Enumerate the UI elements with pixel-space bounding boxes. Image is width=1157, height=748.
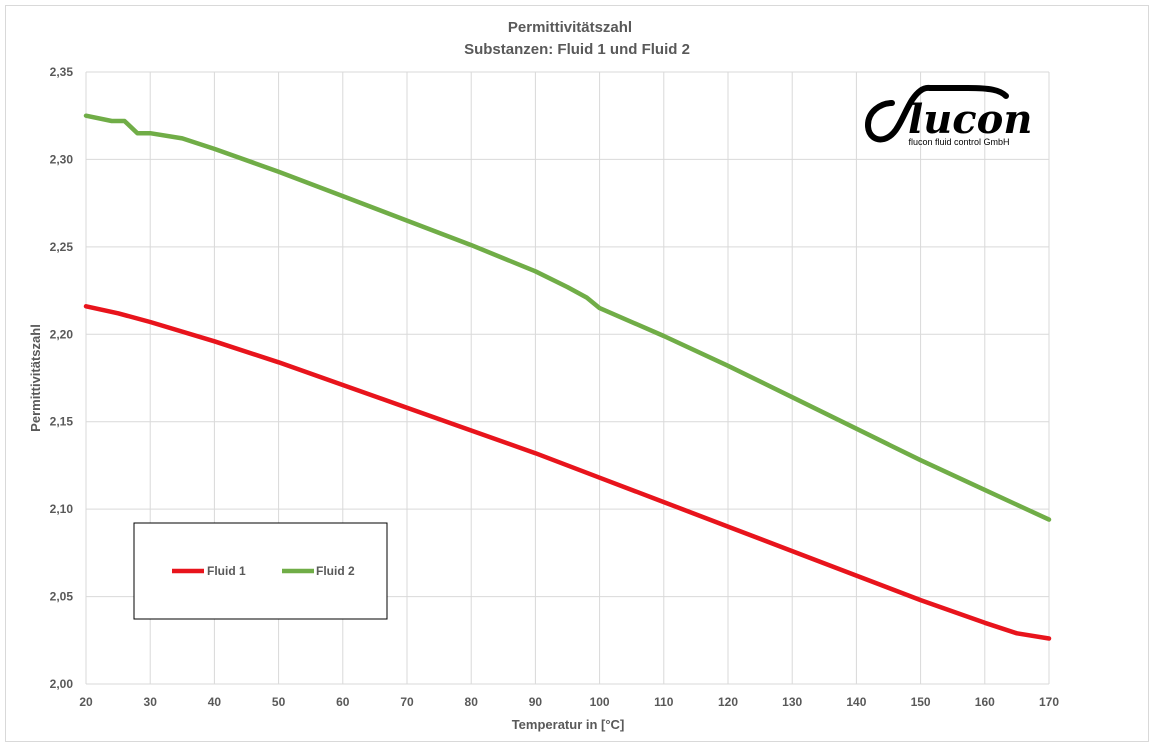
x-tick-label: 90 (529, 695, 543, 709)
x-axis-title: Temperatur in [°C] (512, 717, 625, 732)
y-tick-label: 2,00 (50, 677, 74, 691)
legend-label-fluid-2: Fluid 2 (316, 564, 355, 578)
y-axis-ticks: 2,00 2,05 2,10 2,15 2,20 2,25 2,30 2,35 (50, 65, 74, 691)
x-tick-label: 20 (79, 695, 93, 709)
chart-title: Permittivitätszahl (508, 19, 632, 36)
y-tick-label: 2,35 (50, 65, 74, 79)
grid-lines (85, 71, 1050, 685)
x-tick-label: 110 (654, 695, 674, 709)
x-tick-label: 160 (975, 695, 995, 709)
x-tick-label: 170 (1039, 695, 1059, 709)
logo-wordmark: lucon (908, 96, 1032, 143)
x-axis-ticks: 20 30 40 50 60 70 80 90 100 110 120 130 140 150 160 170 (79, 695, 1059, 709)
legend-label-fluid-1: Fluid 1 (207, 564, 246, 578)
y-tick-label: 2,10 (50, 502, 74, 516)
y-tick-label: 2,25 (50, 240, 74, 254)
x-tick-label: 80 (465, 695, 479, 709)
series-line-fluid-1 (83, 304, 1052, 641)
x-tick-label: 100 (590, 695, 610, 709)
y-tick-label: 2,20 (50, 327, 74, 341)
x-tick-label: 130 (782, 695, 802, 709)
x-tick-label: 150 (911, 695, 931, 709)
x-tick-label: 60 (336, 695, 350, 709)
y-tick-label: 2,15 (50, 415, 74, 429)
x-tick-label: 40 (208, 695, 222, 709)
legend: Fluid 1 Fluid 2 (133, 522, 388, 620)
x-tick-label: 120 (718, 695, 738, 709)
x-tick-label: 70 (400, 695, 414, 709)
y-tick-label: 2,30 (50, 152, 74, 166)
x-tick-label: 30 (144, 695, 158, 709)
flucon-logo: lucon flucon fluid control GmbH (864, 84, 1032, 147)
x-tick-label: 50 (272, 695, 286, 709)
series-line-fluid-2 (83, 113, 1052, 522)
series-lines (83, 113, 1052, 641)
logo-swoosh (864, 84, 1009, 143)
x-tick-label: 140 (846, 695, 866, 709)
chart-subtitle: Substanzen: Fluid 1 und Fluid 2 (464, 41, 690, 58)
y-axis-title: Permittivitätszahl (28, 324, 43, 432)
logo-tagline: flucon fluid control GmbH (908, 137, 1009, 147)
y-tick-label: 2,05 (50, 590, 74, 604)
